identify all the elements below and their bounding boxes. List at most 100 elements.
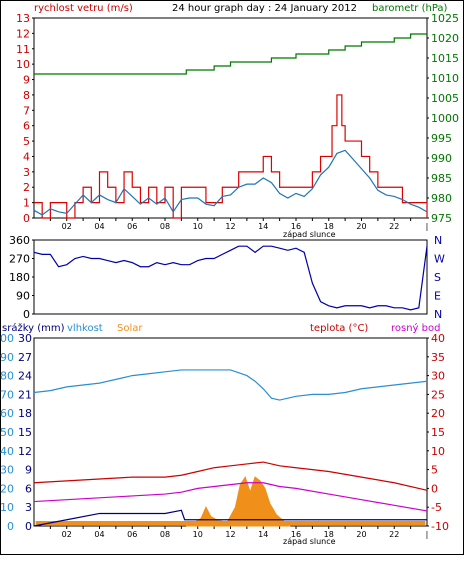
solar-baseline-band bbox=[35, 521, 426, 525]
wind-x-tick-label: 16 bbox=[291, 222, 301, 231]
wind-speed-tick: 2 bbox=[23, 181, 30, 194]
temperature-tick: 20 bbox=[431, 407, 445, 420]
temperature-tick: -10 bbox=[431, 520, 449, 533]
wind-speed-tick: 0 bbox=[23, 212, 30, 225]
wind-baro-series bbox=[33, 33, 428, 219]
direction-compass-tick: N bbox=[434, 308, 442, 321]
temperature-label: teplota (°C) bbox=[310, 323, 368, 334]
temperature-tick: 25 bbox=[431, 388, 445, 401]
wind-x-tick-label: 04 bbox=[94, 222, 104, 231]
wind-x-tick-label: 20 bbox=[356, 222, 366, 231]
dew-point-line bbox=[33, 482, 428, 512]
rain-tick: 12 bbox=[18, 445, 32, 458]
wind-x-tick-label: 10 bbox=[193, 222, 203, 231]
wind-x-tick-label: | bbox=[426, 222, 429, 231]
wind-x-tick-label: 12 bbox=[225, 222, 235, 231]
direction-degree-ticks: 0 90 180 270 360 bbox=[9, 234, 34, 321]
wind-average-line bbox=[33, 149, 428, 216]
temp-hum-series bbox=[33, 369, 428, 527]
temp-x-tick-label: 22 bbox=[389, 530, 399, 539]
temp-x-axis: 02 04 06 08 10 12 14 16 18 20 22 | bbox=[49, 526, 429, 539]
temp-x-tick-label: 02 bbox=[62, 530, 72, 539]
solar-label: Solar bbox=[117, 323, 143, 334]
chart-title: 24 hour graph day : 24 January 2012 bbox=[172, 3, 357, 14]
wind-speed-tick: 1 bbox=[23, 197, 30, 210]
wind-speed-tick: 13 bbox=[16, 12, 30, 25]
humidity-tick: 100 bbox=[0, 332, 14, 345]
temp-x-tick-label: | bbox=[426, 530, 429, 539]
temperature-tick: 40 bbox=[431, 332, 445, 345]
direction-compass-tick: W bbox=[434, 253, 445, 266]
temp-x-tick-label: 08 bbox=[160, 530, 170, 539]
temperature-tick: 35 bbox=[431, 351, 445, 364]
rain-ticks: 0 3 6 9 12 15 18 21 24 27 30 bbox=[18, 332, 32, 533]
direction-compass-tick: E bbox=[434, 290, 441, 303]
wind-speed-tick: 9 bbox=[23, 74, 30, 87]
barometer-line bbox=[34, 33, 427, 75]
wind-direction-plot-area bbox=[33, 239, 428, 315]
wind-gust-line bbox=[34, 94, 428, 219]
temp-x-tick-label: 14 bbox=[258, 530, 268, 539]
wind-direction-line bbox=[33, 245, 428, 311]
barometer-tick: 1025 bbox=[431, 12, 459, 25]
wind-speed-tick: 7 bbox=[23, 104, 30, 117]
wind-direction-series bbox=[33, 245, 428, 311]
temperature-tick: -5 bbox=[431, 501, 442, 514]
barometer-tick: 975 bbox=[431, 212, 452, 225]
humidity-tick: 20 bbox=[0, 482, 14, 495]
temp-x-tick-label: 18 bbox=[324, 530, 334, 539]
humidity-line bbox=[33, 369, 428, 401]
temp-x-tick-label: 10 bbox=[193, 530, 203, 539]
temperature-tick: 15 bbox=[431, 426, 445, 439]
wind-speed-tick: 6 bbox=[23, 120, 30, 133]
rain-tick: 21 bbox=[18, 388, 32, 401]
humidity-tick: 60 bbox=[0, 407, 14, 420]
wind-x-tick-label: 18 bbox=[324, 222, 334, 231]
barometer-tick: 995 bbox=[431, 132, 452, 145]
temp-hum-plot-area bbox=[33, 337, 428, 527]
wind-x-tick-label: 08 bbox=[160, 222, 170, 231]
sunset-label-top: západ slunce bbox=[283, 230, 336, 239]
temperature-tick: 0 bbox=[431, 482, 438, 495]
humidity-tick: 0 bbox=[7, 520, 14, 533]
temperature-line bbox=[33, 461, 428, 491]
humidity-tick: 80 bbox=[0, 370, 14, 383]
humidity-tick: 70 bbox=[0, 388, 14, 401]
humidity-tick: 40 bbox=[0, 445, 14, 458]
wind-speed-tick: 8 bbox=[23, 89, 30, 102]
wind-speed-axis-label: rychlost vetru (m/s) bbox=[34, 3, 133, 14]
wind-speed-tick: 5 bbox=[23, 135, 30, 148]
temperature-tick: 10 bbox=[431, 445, 445, 458]
rain-tick: 24 bbox=[18, 370, 32, 383]
barometer-tick: 1000 bbox=[431, 112, 459, 125]
temp-x-tick-label: 20 bbox=[356, 530, 366, 539]
rain-tick: 0 bbox=[25, 520, 32, 533]
barometer-ticks: 975 980 985 990 995 1000 1005 1010 1015 1020 1025 bbox=[427, 12, 459, 225]
humidity-tick: 90 bbox=[0, 351, 14, 364]
wind-x-tick-label: 06 bbox=[127, 222, 137, 231]
barometer-tick: 985 bbox=[431, 172, 452, 185]
barometer-tick: 1005 bbox=[431, 92, 459, 105]
rain-tick: 6 bbox=[25, 482, 32, 495]
temp-x-tick-label: 12 bbox=[225, 530, 235, 539]
rain-tick: 27 bbox=[18, 351, 32, 364]
humidity-ticks: 0 10 20 30 40 50 60 70 80 90 100 bbox=[0, 332, 14, 533]
wind-speed-tick: 3 bbox=[23, 166, 30, 179]
humidity-tick: 30 bbox=[0, 464, 14, 477]
humidity-tick: 10 bbox=[0, 501, 14, 514]
rain-axis-label: srážky (mm) bbox=[2, 322, 65, 334]
rain-line bbox=[33, 509, 427, 527]
rain-tick: 30 bbox=[18, 332, 32, 345]
wind-baro-plot-area bbox=[33, 17, 428, 219]
temperature-tick: 30 bbox=[431, 370, 445, 383]
barometer-tick: 1020 bbox=[431, 32, 459, 45]
temperature-ticks: -10 -5 0 5 10 15 20 25 30 35 40 bbox=[427, 332, 449, 533]
barometer-tick: 990 bbox=[431, 152, 452, 165]
rain-tick: 18 bbox=[18, 407, 32, 420]
temperature-tick: 5 bbox=[431, 464, 438, 477]
direction-degree-tick: 360 bbox=[9, 234, 30, 247]
temp-x-tick-label: 04 bbox=[94, 530, 104, 539]
direction-compass-tick: N bbox=[434, 234, 442, 247]
